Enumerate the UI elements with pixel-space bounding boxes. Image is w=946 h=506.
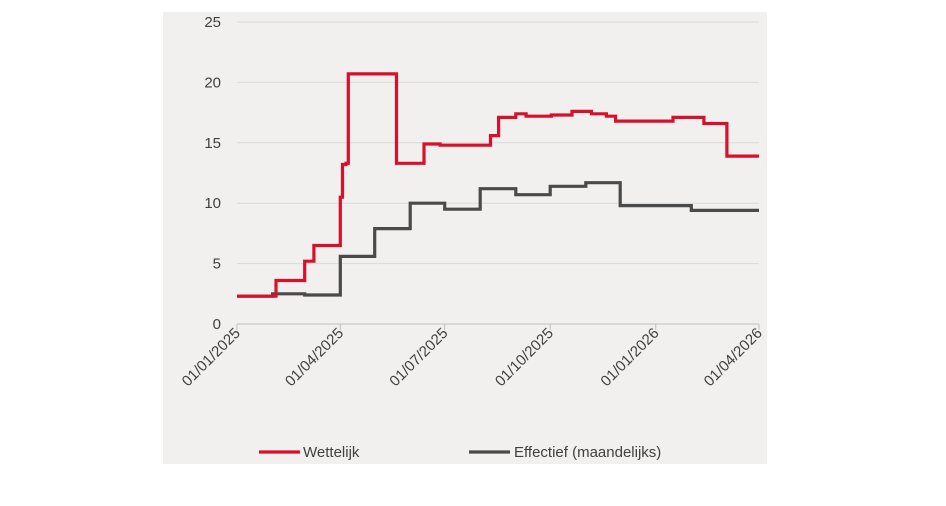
chart-panel: 0 5 10 15 20 25 01/01/2025 01/04/2025 01/07/202… [163, 12, 767, 464]
line-chart: 0 5 10 15 20 25 01/01/2025 01/04/2025 01/07/202… [179, 14, 766, 461]
y-tick-label: 20 [204, 74, 221, 91]
x-tick-label: 01/01/2025 [179, 325, 244, 390]
series-line-wettelijk [237, 72, 759, 298]
series-lines [237, 72, 759, 298]
x-tick-label: 01/04/2025 [282, 325, 347, 390]
legend-label: Wettelijk [303, 444, 360, 461]
gridlines [237, 21, 759, 265]
x-tick-label: 01/04/2026 [701, 325, 766, 390]
y-tick-label: 5 [213, 256, 221, 273]
x-tick-label: 01/01/2026 [597, 325, 662, 390]
series-line-effectief [237, 181, 759, 298]
x-tick-label: 01/07/2025 [386, 325, 451, 390]
y-tick-label: 25 [204, 14, 221, 31]
x-tick-label: 01/10/2025 [492, 325, 557, 390]
x-axis [236, 323, 760, 330]
y-tick-label: 10 [204, 195, 221, 212]
y-axis-tick-labels: 0 5 10 15 20 25 [204, 14, 221, 333]
legend-label: Effectief (maandelijks) [514, 444, 661, 461]
y-tick-label: 0 [213, 316, 221, 333]
legend: Wettelijk Effectief (maandelijks) [259, 444, 661, 461]
y-tick-label: 15 [204, 135, 221, 152]
x-axis-tick-labels: 01/01/2025 01/04/2025 01/07/2025 01/10/2025… [179, 325, 766, 390]
